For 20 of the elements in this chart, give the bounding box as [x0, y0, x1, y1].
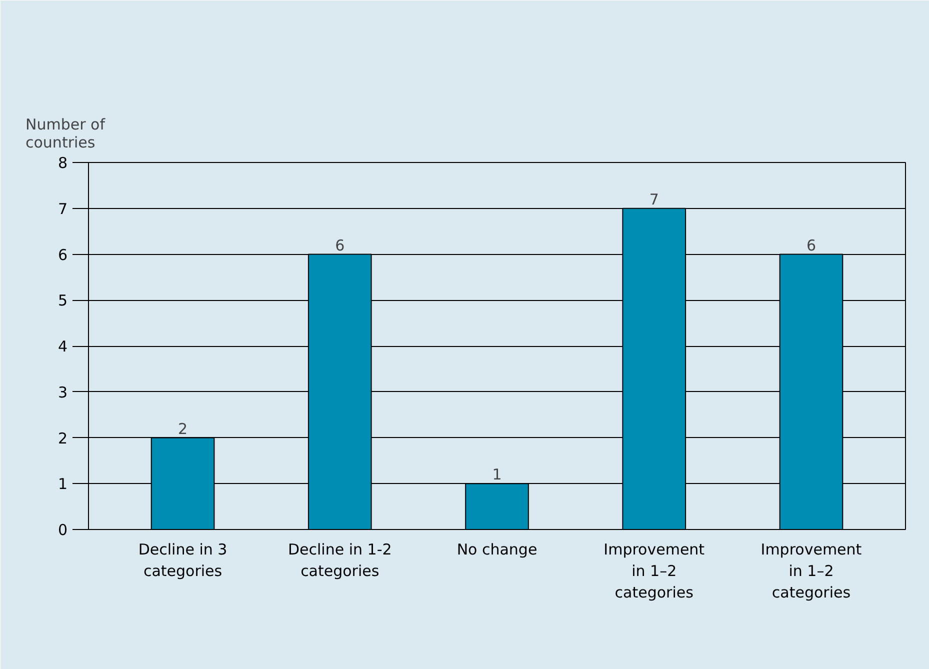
- y-tick-label: 5: [58, 292, 68, 310]
- data-label: 7: [649, 190, 659, 208]
- data-label: 2: [178, 420, 188, 438]
- y-tick-label: 0: [58, 521, 68, 539]
- x-tick-label: Decline in 1-2 categories: [288, 540, 392, 580]
- data-label: 1: [492, 466, 502, 484]
- x-tick-label: Improvement in 1–2 categories: [760, 540, 862, 602]
- y-tick-label: 3: [58, 383, 68, 402]
- x-tick-label: Improvement in 1–2 categories: [604, 540, 705, 602]
- y-tick-label: 1: [58, 475, 68, 494]
- data-label: 6: [335, 236, 345, 254]
- y-tick-label: 2: [58, 429, 68, 448]
- y-tick-label: 7: [58, 200, 68, 218]
- y-tick-label: 6: [58, 246, 68, 264]
- data-label: 6: [806, 236, 816, 254]
- x-tick-label: No change: [456, 540, 538, 558]
- y-axis-title: Number of countries: [26, 116, 106, 152]
- y-tick-label: 4: [58, 338, 68, 356]
- x-tick-label: Decline in 3 categories: [138, 540, 228, 580]
- y-tick-label: 8: [58, 154, 68, 172]
